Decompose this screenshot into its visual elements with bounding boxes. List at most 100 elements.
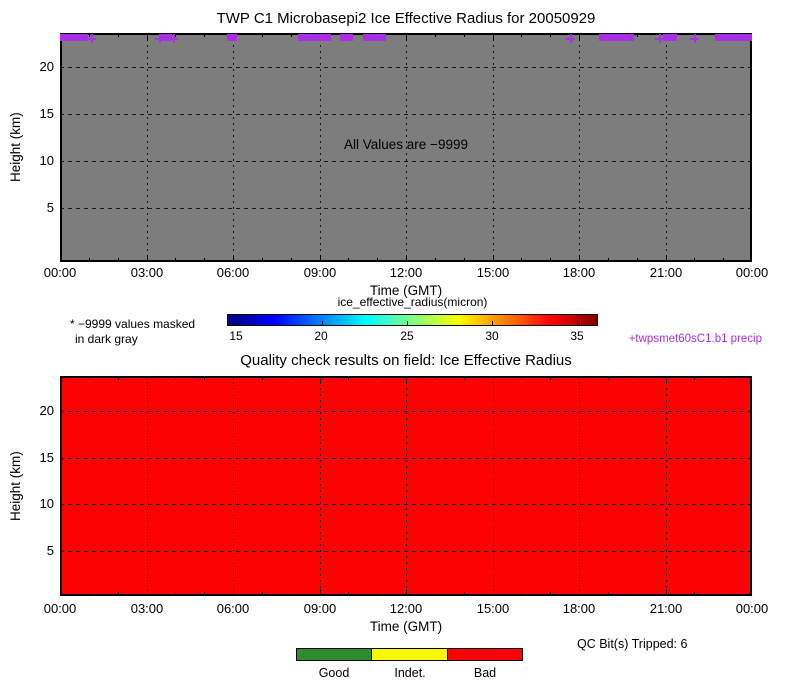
x-tick-bottom — [521, 258, 523, 262]
x-tick-label: 09:00 — [303, 265, 337, 280]
x-tick-bottom — [88, 592, 90, 596]
x-tick-label: 00:00 — [43, 265, 77, 280]
grid-line-vertical — [406, 33, 407, 262]
grid-line-vertical — [665, 33, 667, 262]
colorbar-tick — [321, 321, 323, 325]
y-tick-label: 5 — [46, 543, 54, 558]
x-tick-top — [117, 33, 119, 37]
x-tick-top — [492, 33, 494, 40]
x-tick-top — [233, 376, 234, 383]
grid-line-vertical — [233, 33, 234, 262]
grid-line-vertical — [146, 376, 148, 596]
colorbar-tick-label: 25 — [400, 329, 414, 343]
x-tick-bottom — [406, 589, 407, 596]
plot1-annotation: All Values are −9999 — [344, 137, 468, 152]
grid-line-vertical — [665, 376, 667, 596]
precip-mark — [339, 34, 353, 41]
x-tick-label: 18:00 — [562, 265, 596, 280]
x-tick-bottom — [492, 589, 494, 596]
y-tick-label: 15 — [39, 450, 54, 465]
x-tick-top — [434, 376, 436, 380]
colorbar-tick-label: 30 — [485, 329, 499, 343]
x-tick-label: 06:00 — [216, 601, 250, 616]
x-tick-bottom — [636, 592, 638, 596]
x-tick-bottom — [204, 592, 206, 596]
precip-plus-marker — [155, 34, 164, 43]
x-tick-bottom — [463, 258, 465, 262]
x-tick-bottom — [175, 592, 177, 596]
qc-legend-segment-bad — [446, 648, 523, 661]
x-tick-top — [723, 376, 725, 380]
grid-line-horizontal — [60, 208, 752, 210]
x-tick-top — [290, 33, 292, 37]
x-tick-bottom — [146, 589, 148, 596]
x-tick-top — [348, 376, 350, 380]
x-tick-bottom — [290, 592, 292, 596]
x-tick-bottom — [348, 258, 350, 262]
plot1-title: TWP C1 Microbasepi2 Ice Effective Radius… — [216, 10, 596, 27]
y-tick-right — [746, 376, 752, 377]
x-tick-bottom — [723, 258, 725, 262]
qc-legend-bar — [296, 648, 523, 661]
precip-plus-marker — [169, 34, 179, 43]
precip-mark — [599, 34, 634, 41]
grid-line-vertical — [146, 33, 148, 262]
x-tick-bottom — [117, 592, 119, 596]
qc-legend-segment-indet — [371, 648, 448, 661]
y-tick-label: 20 — [39, 403, 54, 418]
precip-mark — [227, 34, 238, 41]
x-tick-top — [204, 376, 206, 380]
x-tick-top — [204, 33, 206, 37]
x-tick-bottom — [204, 258, 206, 262]
colorbar-tick — [236, 321, 238, 325]
qc-legend-segment-good — [296, 648, 373, 661]
x-tick-bottom — [463, 592, 465, 596]
x-tick-bottom — [348, 592, 350, 596]
x-tick-top — [175, 376, 177, 380]
grid-line-vertical — [492, 376, 494, 596]
plot2-title: Quality check results on field: Ice Effe… — [240, 352, 572, 369]
x-tick-top — [434, 33, 436, 37]
plot2-x-axis-label: Time (GMT) — [369, 619, 443, 634]
colorbar-tick — [491, 321, 493, 325]
colorbar-tick-label: 35 — [570, 329, 584, 343]
x-tick-top — [521, 33, 523, 37]
x-tick-bottom — [261, 592, 263, 596]
x-tick-bottom — [406, 255, 407, 262]
x-tick-label: 00:00 — [735, 601, 769, 616]
grid-line-horizontal — [60, 457, 752, 459]
x-tick-top — [406, 376, 407, 383]
x-tick-bottom — [434, 592, 436, 596]
grid-line-vertical — [319, 376, 321, 596]
colorbar-tick-label: 20 — [314, 329, 328, 343]
grid-line-horizontal — [60, 504, 752, 506]
x-tick-bottom — [579, 255, 580, 262]
x-tick-top — [88, 376, 90, 380]
grid-line-horizontal — [60, 411, 752, 413]
precip-mark — [160, 34, 173, 41]
precip-mark — [60, 34, 88, 41]
x-tick-top — [636, 33, 638, 37]
x-tick-bottom — [377, 592, 379, 596]
x-tick-bottom — [550, 258, 552, 262]
precip-mark — [362, 34, 386, 41]
grid-line-vertical — [233, 376, 234, 596]
x-tick-bottom — [723, 592, 725, 596]
colorbar-tick-label: 15 — [229, 329, 243, 343]
precip-mark — [662, 34, 677, 41]
x-tick-bottom — [117, 258, 119, 262]
grid-line-horizontal — [60, 114, 752, 115]
x-tick-label: 00:00 — [735, 265, 769, 280]
x-tick-label: 18:00 — [562, 601, 596, 616]
plot1-area: All Values are −9999 — [60, 33, 752, 262]
x-tick-top — [492, 376, 494, 383]
precip-mark — [297, 34, 332, 41]
x-tick-bottom — [377, 258, 379, 262]
plot1-y-axis-label: Height (km) — [8, 112, 23, 182]
x-tick-top — [694, 376, 696, 380]
x-tick-bottom — [319, 255, 321, 262]
grid-line-vertical — [319, 33, 321, 262]
colorbar — [227, 314, 598, 326]
x-tick-label: 12:00 — [389, 265, 423, 280]
precip-plus-marker — [655, 34, 665, 43]
